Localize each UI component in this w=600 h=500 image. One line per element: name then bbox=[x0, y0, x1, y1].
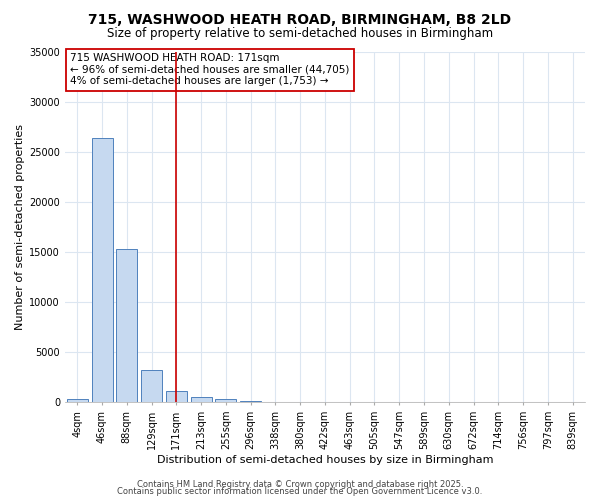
X-axis label: Distribution of semi-detached houses by size in Birmingham: Distribution of semi-detached houses by … bbox=[157, 455, 493, 465]
Text: 715 WASHWOOD HEATH ROAD: 171sqm
← 96% of semi-detached houses are smaller (44,70: 715 WASHWOOD HEATH ROAD: 171sqm ← 96% of… bbox=[70, 54, 349, 86]
Bar bbox=[191, 398, 212, 402]
Text: Contains HM Land Registry data © Crown copyright and database right 2025.: Contains HM Land Registry data © Crown c… bbox=[137, 480, 463, 489]
Text: 715, WASHWOOD HEATH ROAD, BIRMINGHAM, B8 2LD: 715, WASHWOOD HEATH ROAD, BIRMINGHAM, B8… bbox=[88, 12, 512, 26]
Bar bbox=[141, 370, 162, 402]
Bar bbox=[116, 250, 137, 402]
Bar bbox=[67, 399, 88, 402]
Y-axis label: Number of semi-detached properties: Number of semi-detached properties bbox=[15, 124, 25, 330]
Bar bbox=[92, 138, 113, 402]
Bar bbox=[240, 401, 261, 402]
Bar bbox=[215, 400, 236, 402]
Text: Contains public sector information licensed under the Open Government Licence v3: Contains public sector information licen… bbox=[118, 487, 482, 496]
Text: Size of property relative to semi-detached houses in Birmingham: Size of property relative to semi-detach… bbox=[107, 28, 493, 40]
Bar bbox=[166, 392, 187, 402]
